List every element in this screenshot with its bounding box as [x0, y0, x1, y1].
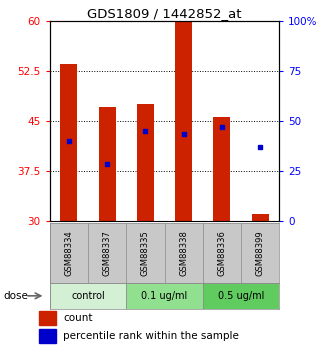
Title: GDS1809 / 1442852_at: GDS1809 / 1442852_at [87, 7, 242, 20]
Text: percentile rank within the sample: percentile rank within the sample [63, 331, 239, 341]
Bar [39, 311, 56, 325]
Text: GSM88334: GSM88334 [65, 230, 74, 276]
Text: 0.5 ug/ml: 0.5 ug/ml [218, 291, 264, 301]
Text: GSM88336: GSM88336 [217, 230, 226, 276]
Bar [137, 104, 154, 221]
Text: GSM88399: GSM88399 [256, 230, 265, 276]
Bar [39, 329, 56, 343]
Bar [175, 21, 192, 221]
FancyBboxPatch shape [126, 283, 203, 309]
Bar [99, 107, 116, 221]
Text: dose: dose [3, 291, 28, 301]
Text: GSM88335: GSM88335 [141, 230, 150, 276]
Text: 0.1 ug/ml: 0.1 ug/ml [141, 291, 188, 301]
Bar [60, 64, 77, 221]
FancyBboxPatch shape [50, 283, 126, 309]
Text: control: control [71, 291, 105, 301]
Bar [213, 117, 230, 221]
FancyBboxPatch shape [203, 283, 279, 309]
Text: GSM88338: GSM88338 [179, 230, 188, 276]
Text: GSM88337: GSM88337 [103, 230, 112, 276]
Text: count: count [63, 313, 93, 323]
Bar [252, 214, 269, 221]
